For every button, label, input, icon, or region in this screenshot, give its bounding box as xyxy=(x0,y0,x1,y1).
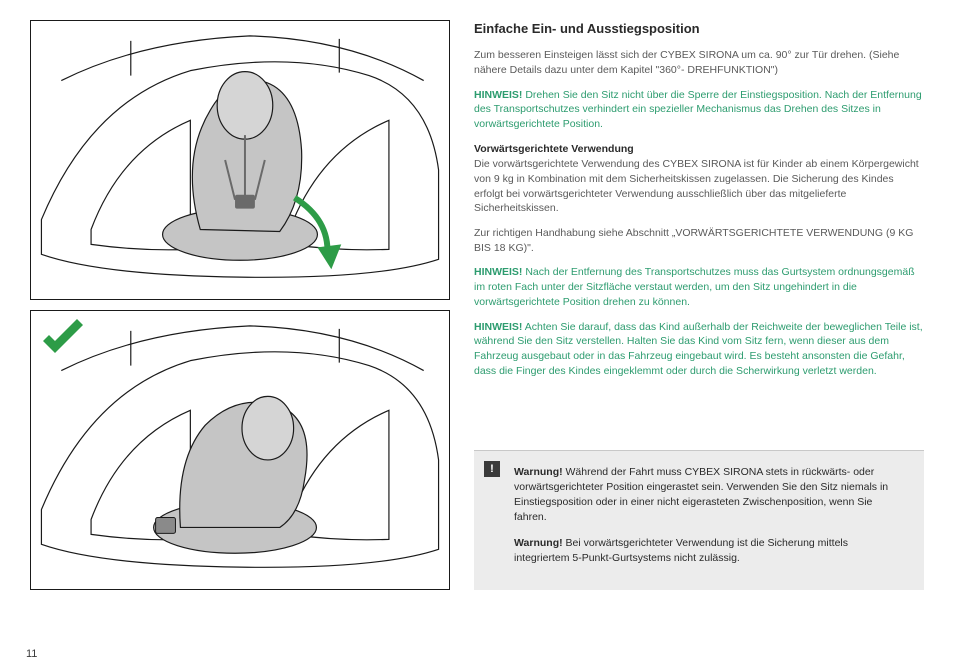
warning-icon: ! xyxy=(484,461,500,477)
note-label: HINWEIS! xyxy=(474,89,522,101)
note-1: HINWEIS! Drehen Sie den Sitz nicht über … xyxy=(474,88,924,132)
page: Einfache Ein- und Ausstiegsposition Zum … xyxy=(0,0,954,610)
note-label: HINWEIS! xyxy=(474,266,522,278)
warning-label: Warnung! xyxy=(514,537,563,549)
warning-2: Warnung! Bei vorwärtsgerichteter Verwend… xyxy=(514,536,906,566)
warning-box: ! Warnung! Während der Fahrt muss CYBEX … xyxy=(474,450,924,590)
subheading-forward-use: Vorwärtsgerichtete Verwendung xyxy=(474,142,924,157)
paragraph-forward-use: Die vorwärtsgerichtete Verwendung des CY… xyxy=(474,157,924,216)
page-number: 11 xyxy=(26,648,37,660)
checkmark-icon xyxy=(39,319,87,359)
warning-1: Warnung! Während der Fahrt muss CYBEX SI… xyxy=(514,465,906,526)
warning-text: Während der Fahrt muss CYBEX SIRONA stet… xyxy=(514,466,888,524)
note-label: HINWEIS! xyxy=(474,321,522,333)
note-text: Achten Sie darauf, dass das Kind außerha… xyxy=(474,321,923,377)
note-text: Drehen Sie den Sitz nicht über die Sperr… xyxy=(474,89,922,130)
illustration-entry-position xyxy=(30,310,450,590)
warning-text: Bei vorwärtsgerichteter Verwendung ist d… xyxy=(514,537,848,564)
illustration-rotation xyxy=(30,20,450,300)
paragraph-reference: Zur richtigen Handhabung siehe Abschnitt… xyxy=(474,226,924,255)
section-heading: Einfache Ein- und Ausstiegsposition xyxy=(474,20,924,38)
car-seat-entry-svg xyxy=(31,311,449,589)
left-column xyxy=(30,20,450,590)
right-column: Einfache Ein- und Ausstiegsposition Zum … xyxy=(474,20,924,590)
note-text: Nach der Entfernung des Transportschutze… xyxy=(474,266,915,307)
car-seat-rotation-svg xyxy=(31,21,449,299)
note-2: HINWEIS! Nach der Entfernung des Transpo… xyxy=(474,265,924,309)
note-3: HINWEIS! Achten Sie darauf, dass das Kin… xyxy=(474,320,924,379)
warning-label: Warnung! xyxy=(514,466,563,478)
paragraph-intro: Zum besseren Einsteigen lässt sich der C… xyxy=(474,48,924,77)
